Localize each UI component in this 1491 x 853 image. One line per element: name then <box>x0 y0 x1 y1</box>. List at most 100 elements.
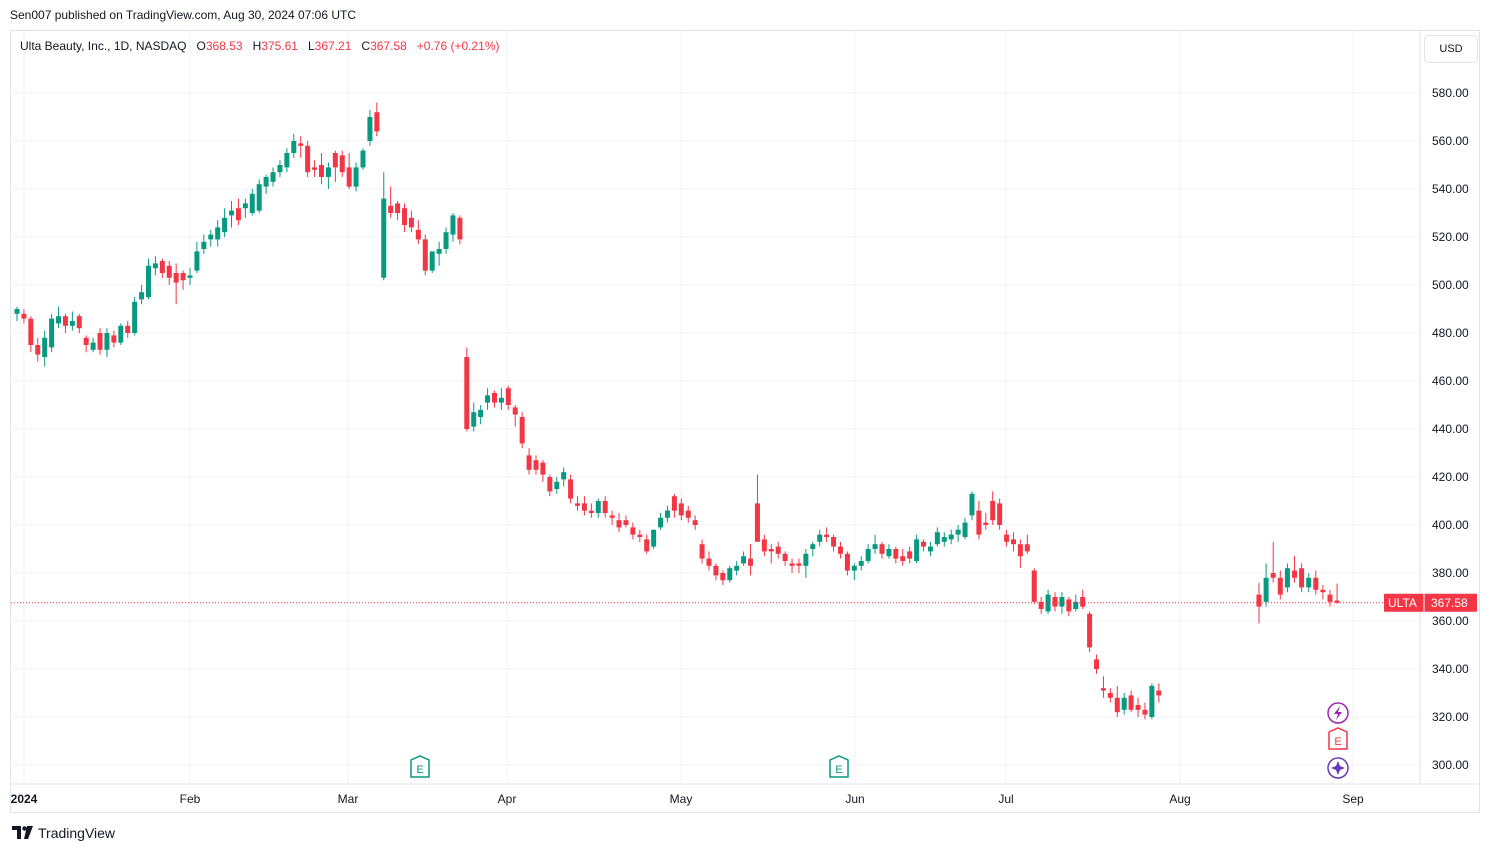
candle-body <box>291 141 297 153</box>
candle-body <box>914 539 920 561</box>
candle-body <box>14 309 20 314</box>
last-price-value: 367.58 <box>1431 596 1468 610</box>
candle-body <box>415 229 421 240</box>
candle-body <box>1017 544 1023 557</box>
earnings-marker-label: E <box>416 764 423 776</box>
candle-body <box>664 510 670 518</box>
candle-body <box>1073 601 1079 609</box>
candle-body <box>367 117 373 141</box>
candle-body <box>595 501 601 513</box>
candle-body <box>623 520 629 525</box>
y-tick-label: 540.00 <box>1432 182 1469 196</box>
candle-body <box>242 203 248 209</box>
candle-body <box>588 510 594 513</box>
candle-body <box>318 165 324 177</box>
candle-body <box>927 546 933 552</box>
candle-body <box>754 503 760 542</box>
currency-button[interactable]: USD <box>1424 35 1478 63</box>
candle-body <box>1292 570 1297 578</box>
tradingview-brand: TradingView <box>38 825 116 841</box>
candle-body <box>1045 594 1051 612</box>
candle-body <box>1038 601 1044 609</box>
candle-body <box>699 544 705 559</box>
candle-body <box>1270 573 1276 578</box>
y-tick-label: 360.00 <box>1432 614 1469 628</box>
earnings-marker-icon[interactable]: E <box>410 755 430 778</box>
earnings-marker-shape <box>829 755 849 778</box>
candle-body <box>1059 597 1065 607</box>
legend-low-label: L <box>307 39 315 53</box>
candle-body <box>353 167 359 187</box>
candle-body <box>720 573 726 581</box>
candle-body <box>734 565 740 571</box>
candle-body <box>519 417 525 444</box>
candle-body <box>374 112 380 132</box>
y-tick-label: 480.00 <box>1432 326 1469 340</box>
candle-body <box>630 527 636 535</box>
candle-body <box>561 472 567 480</box>
candle-body <box>1114 697 1120 713</box>
candle-body <box>1087 613 1093 648</box>
candle-body <box>498 397 504 403</box>
candle-body <box>1156 690 1162 696</box>
candle-body <box>97 333 103 350</box>
candle-body <box>436 249 442 254</box>
candle-body <box>865 549 871 561</box>
candle-body <box>360 150 366 168</box>
candle-body <box>886 549 892 557</box>
y-tick-label: 400.00 <box>1432 518 1469 532</box>
candle-body <box>1256 594 1262 607</box>
candle-body <box>1277 577 1283 595</box>
candle-body <box>1080 597 1086 607</box>
candle-body <box>997 503 1003 525</box>
legend-symbol: Ulta Beauty, Inc., 1D, NASDAQ <box>20 39 187 53</box>
earnings-marker-label: E <box>835 764 842 776</box>
candle-body <box>104 333 110 350</box>
candle-body <box>1031 570 1037 602</box>
tradingview-logo[interactable]: TradingView <box>12 825 115 841</box>
candle-body <box>512 407 518 415</box>
candle-body <box>817 534 823 542</box>
candle-body <box>464 357 470 429</box>
candle-body <box>907 551 913 559</box>
candle-body <box>810 544 816 549</box>
candle-body <box>298 143 304 146</box>
candle-body <box>741 556 747 564</box>
candle-body <box>180 273 186 281</box>
candle-body <box>837 546 843 554</box>
candle-body <box>1142 709 1148 715</box>
legend-close-value: 367.58 <box>370 39 407 53</box>
candle-body <box>325 167 331 177</box>
x-tick-label: Jun <box>845 792 864 806</box>
candle-body <box>408 217 414 228</box>
candle-body <box>263 177 269 187</box>
candle-body <box>312 167 318 170</box>
candle-body <box>208 234 214 240</box>
candle-body <box>1024 544 1030 552</box>
earnings-marker-label: E <box>1334 736 1341 748</box>
earnings-marker-icon[interactable]: E <box>1328 727 1348 750</box>
candle-body <box>111 335 117 343</box>
candle-body <box>671 496 677 511</box>
candle-body <box>1107 693 1113 698</box>
candle-body <box>796 563 802 566</box>
candle-body <box>831 537 837 547</box>
candle-body <box>803 553 809 566</box>
candle-body <box>90 342 96 350</box>
x-tick-label: Aug <box>1169 792 1190 806</box>
x-tick-label: Jul <box>998 792 1013 806</box>
candle-body <box>554 481 560 489</box>
candle-body <box>893 549 899 559</box>
y-tick-label: 380.00 <box>1432 566 1469 580</box>
candle-body <box>990 501 996 521</box>
chart-frame <box>10 30 1480 813</box>
candle-body <box>118 325 124 343</box>
x-tick-label: Mar <box>338 792 359 806</box>
y-tick-label: 420.00 <box>1432 470 1469 484</box>
candle-body <box>201 241 207 249</box>
star-glyph <box>1331 761 1345 775</box>
earnings-marker-icon[interactable]: E <box>829 755 849 778</box>
legend-change: +0.76 (+0.21%) <box>416 39 500 53</box>
y-tick-label: 500.00 <box>1432 278 1469 292</box>
